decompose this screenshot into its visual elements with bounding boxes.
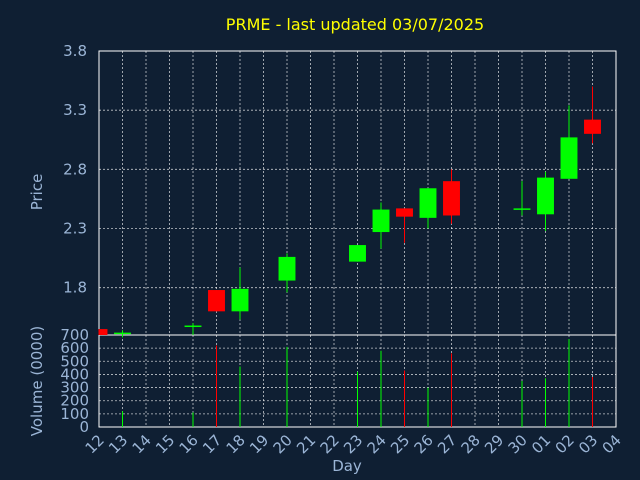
candle-body xyxy=(349,245,366,262)
candle-body xyxy=(184,325,202,328)
price-tick-label: 3.8 xyxy=(63,42,87,60)
x-tick-label: 15 xyxy=(152,431,178,457)
chart-title: PRME - last updated 03/07/2025 xyxy=(226,15,484,34)
x-axis-label: Day xyxy=(332,457,362,475)
x-tick-label: 25 xyxy=(387,431,413,457)
x-tick-label: 02 xyxy=(552,431,578,457)
candle-body xyxy=(537,177,554,215)
volume-tick-label: 0 xyxy=(79,418,89,436)
x-tick-label: 18 xyxy=(223,431,249,457)
x-tick-label: 16 xyxy=(176,431,202,457)
x-tick-label: 19 xyxy=(246,431,272,457)
price-axis-label: Price xyxy=(28,174,46,211)
x-tick-label: 20 xyxy=(270,431,296,457)
volume-tick-label: 300 xyxy=(60,379,89,397)
volume-tick-label: 700 xyxy=(60,326,89,344)
x-tick-label: 23 xyxy=(340,431,366,457)
candle-body xyxy=(560,137,578,179)
candle-body xyxy=(513,208,531,210)
volume-axis-label: Volume (0000) xyxy=(28,326,46,436)
x-tick-label: 21 xyxy=(293,431,319,457)
x-tick-label: 13 xyxy=(105,431,131,457)
candle-body xyxy=(99,329,108,335)
plot-layer: 1213141516171819202122232425262728293001… xyxy=(60,42,624,457)
candle-body xyxy=(584,119,601,134)
x-tick-label: 29 xyxy=(481,431,507,457)
x-tick-label: 22 xyxy=(317,431,343,457)
candle-body xyxy=(396,208,413,217)
price-tick-label: 2.8 xyxy=(63,160,87,178)
x-tick-label: 26 xyxy=(411,431,437,457)
volume-tick-label: 400 xyxy=(60,365,89,383)
candle-body xyxy=(231,288,249,312)
x-tick-label: 04 xyxy=(599,431,625,457)
candle-body xyxy=(372,209,390,233)
candle-body xyxy=(419,188,437,218)
candle-body xyxy=(443,181,460,216)
volume-tick-label: 600 xyxy=(60,339,89,357)
volume-tick-label: 200 xyxy=(60,392,89,410)
x-tick-label: 27 xyxy=(434,431,460,457)
x-tick-label: 24 xyxy=(364,431,390,457)
x-tick-label: 03 xyxy=(575,431,601,457)
candle-body xyxy=(114,332,131,335)
volume-tick-label: 100 xyxy=(60,405,89,423)
x-tick-label: 17 xyxy=(199,431,225,457)
price-tick-label: 2.3 xyxy=(63,220,87,238)
price-tick-label: 3.3 xyxy=(63,101,87,119)
volume-tick-label: 500 xyxy=(60,352,89,370)
x-tick-label: 01 xyxy=(528,431,554,457)
price-tick-label: 1.8 xyxy=(63,279,87,297)
x-tick-label: 28 xyxy=(458,431,484,457)
candle-body xyxy=(208,290,225,312)
x-tick-label: 30 xyxy=(505,431,531,457)
x-tick-label: 14 xyxy=(129,431,155,457)
candle-body xyxy=(278,256,296,281)
